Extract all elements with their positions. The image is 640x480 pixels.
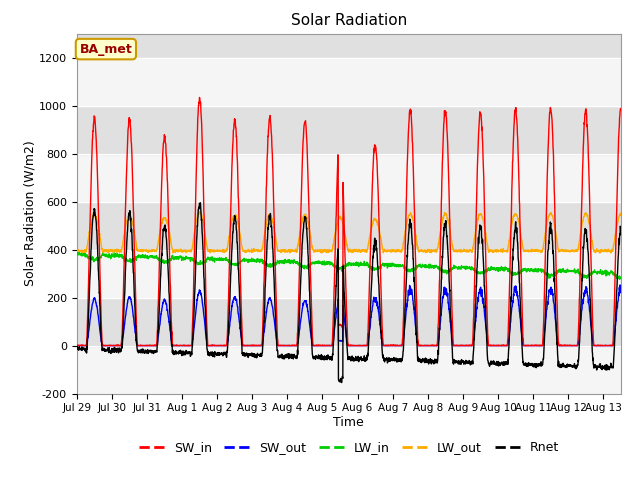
Bar [77, 346, 621, 394]
Bar [77, 106, 621, 154]
Bar [77, 250, 621, 298]
Bar [77, 202, 621, 250]
Bar [77, 298, 621, 346]
Bar [77, 58, 621, 106]
Bar [77, 154, 621, 202]
Title: Solar Radiation: Solar Radiation [291, 13, 407, 28]
Y-axis label: Solar Radiation (W/m2): Solar Radiation (W/m2) [23, 141, 36, 287]
Text: BA_met: BA_met [79, 43, 132, 56]
X-axis label: Time: Time [333, 416, 364, 429]
Legend: SW_in, SW_out, LW_in, LW_out, Rnet: SW_in, SW_out, LW_in, LW_out, Rnet [134, 436, 564, 459]
